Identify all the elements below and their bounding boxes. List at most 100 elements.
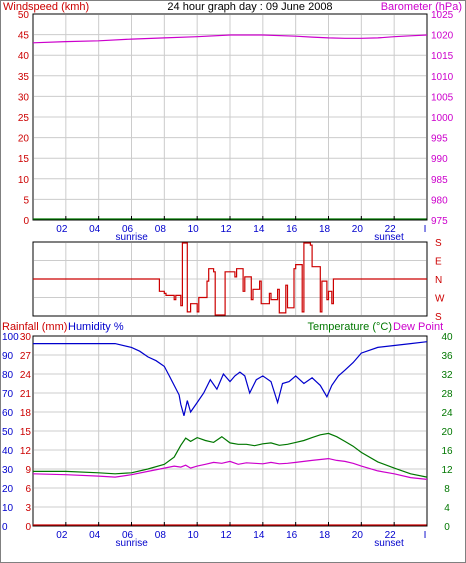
rain-tick-label: 6 [25,484,31,495]
chart-title: 24 hour graph day : 09 June 2008 [167,1,332,13]
rainfall-axis-label: Rainfall (mm) [2,321,67,333]
temperature-tick-label: 0 [444,522,450,533]
x-tick-label: 06 [122,530,134,541]
x-tick-label: 22 [385,530,397,541]
wind-tick-label: 5 [23,195,29,206]
wind-direction-series-line [33,242,427,316]
x-tick-label: 20 [352,530,364,541]
wind-tick-label: 30 [18,92,30,103]
x-tick-label: 16 [286,224,298,235]
humidity-tick-label: 50 [2,427,14,438]
panel3-axes: 0369121518212427300102030405060708090100… [2,332,453,533]
humidity-tick-label: 80 [2,370,14,381]
humidity-tick-label: 70 [2,389,14,400]
wind-tick-label: 45 [18,31,30,42]
baro-tick-label: 990 [431,154,448,165]
compass-tick-label: W [435,294,445,305]
humidity-series-line [33,341,428,416]
rain-tick-label: 18 [20,408,32,419]
sunset-label: sunset [374,538,404,549]
baro-tick-label: 1020 [431,31,454,42]
x-tick-label: 04 [89,530,101,541]
baro-tick-label: 985 [431,175,448,186]
temperature-tick-label: 20 [441,427,453,438]
x-tick-label: 16 [286,530,298,541]
humidity-tick-label: 10 [2,503,14,514]
barometer-axis-label: Barometer (hPa) [381,1,462,13]
temperature-tick-label: 8 [444,484,450,495]
x-tick-label: 14 [253,224,265,235]
x-tick-label: 14 [253,530,265,541]
compass-tick-label: E [435,257,442,268]
compass-tick-label: S [435,238,442,249]
x-tick-label: 10 [188,224,200,235]
x-tick-label: 20 [352,224,364,235]
sunrise-label: sunrise [116,538,149,549]
rain-tick-label: 12 [20,446,32,457]
rain-tick-label: 27 [20,351,32,362]
baro-tick-label: 1015 [431,51,454,62]
humidity-tick-label: 40 [2,446,14,457]
x-tick-label: 12 [220,224,232,235]
dewpoint-axis-label: Dew Point [393,321,443,333]
humidity-tick-label: 60 [2,408,14,419]
sunrise-label: sunrise [116,232,149,243]
baro-tick-label: 995 [431,134,448,145]
x-tick-label: 12 [220,530,232,541]
compass-tick-label: S [435,312,442,323]
baro-tick-label: 1005 [431,92,454,103]
temperature-tick-label: 16 [441,446,453,457]
humidity-tick-label: 100 [2,332,19,343]
barometer-series-line [32,34,428,44]
panel1-axes: 0510152025303540455097598098599099510001… [18,10,454,227]
panel3-vgrid [65,337,395,525]
baro-tick-label: 1000 [431,113,454,124]
temperature-tick-label: 36 [441,351,453,362]
rain-tick-label: 9 [25,465,31,476]
x-tick-label: 10 [188,530,200,541]
humidity-tick-label: 20 [2,484,14,495]
wind-axis-label: Windspeed (kmh) [3,1,89,13]
rain-tick-label: 24 [20,370,32,381]
baro-tick-label: 975 [431,216,448,227]
rain-tick-label: 15 [20,427,32,438]
x-tick-label: 02 [56,530,68,541]
wind-tick-label: 25 [18,113,30,124]
rain-tick-label: 0 [25,522,31,533]
baro-tick-label: 980 [431,195,448,206]
wind-tick-label: 35 [18,72,30,83]
x-tick-label: 18 [319,530,331,541]
rain-tick-label: 30 [20,332,32,343]
temperature-axis-label: Temperature (°C) [308,321,392,333]
x-tick-label: 04 [89,224,101,235]
x-tick-label: 08 [155,224,167,235]
humidity-tick-label: 0 [2,522,8,533]
humidity-tick-label: 30 [2,465,14,476]
sunset-label: sunset [374,232,404,243]
wind-tick-label: 50 [18,10,30,21]
temperature-tick-label: 12 [441,465,453,476]
x-tick-label: I [424,224,427,235]
x-tick-label: 18 [319,224,331,235]
temperature-series-line [33,432,428,478]
compass-tick-label: N [435,275,442,286]
wind-tick-label: 0 [23,216,29,227]
x-tick-label: 02 [56,224,68,235]
rain-tick-label: 3 [25,503,31,514]
rain-tick-label: 21 [20,389,32,400]
wind-tick-label: 20 [18,134,30,145]
temperature-tick-label: 28 [441,389,453,400]
dewpoint-series-line [32,457,428,480]
panel1-vgrid [65,15,395,219]
temperature-tick-label: 32 [441,370,453,381]
humidity-axis-label: Humidity % [68,321,124,333]
temperature-tick-label: 4 [444,503,450,514]
x-tick-label: 06 [122,224,134,235]
wind-tick-label: 40 [18,51,30,62]
x-tick-label: 22 [385,224,397,235]
x-tick-label: 08 [155,530,167,541]
